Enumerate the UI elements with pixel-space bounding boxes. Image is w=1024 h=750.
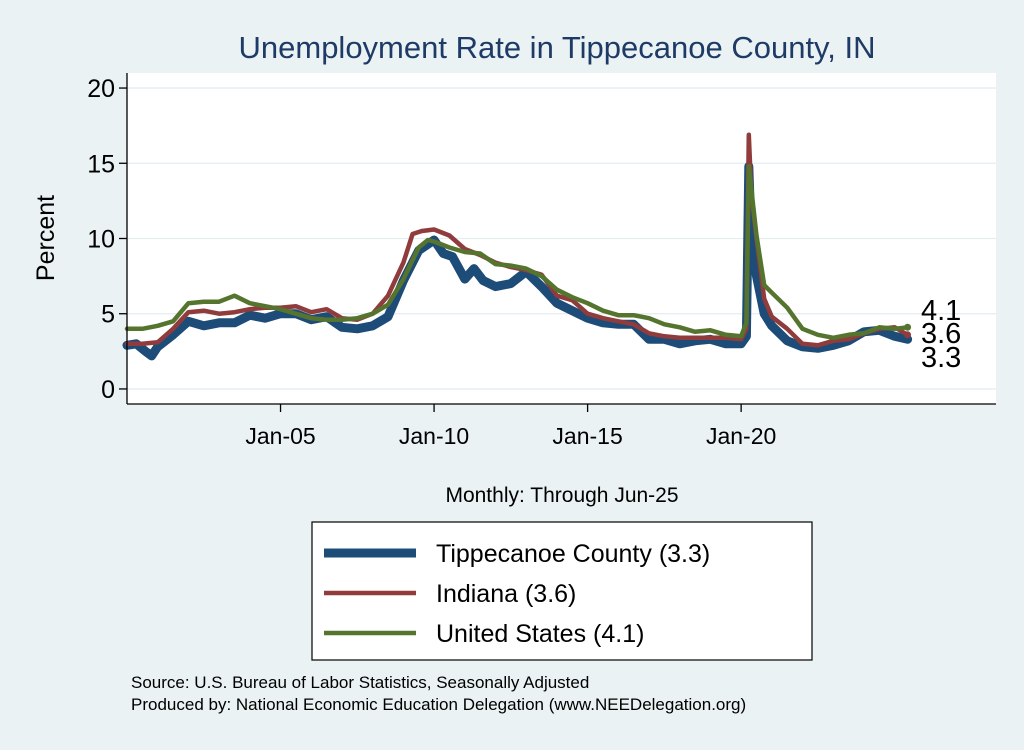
y-tick-label: 5 bbox=[101, 301, 115, 329]
end-label-united-states: 4.1 bbox=[921, 295, 961, 327]
y-tick-label: 20 bbox=[87, 75, 115, 103]
y-tick-label: 15 bbox=[87, 150, 115, 178]
legend: Tippecanoe County (3.3) Indiana (3.6) Unit… bbox=[311, 521, 813, 661]
y-tick-label: 10 bbox=[87, 226, 115, 254]
legend-label-united-states: United States (4.1) bbox=[436, 620, 644, 648]
x-axis-label: Monthly: Through Jun-25 bbox=[445, 484, 678, 507]
legend-label-indiana: Indiana (3.6) bbox=[436, 580, 576, 608]
end-labels: 4.13.63.3 bbox=[921, 295, 961, 374]
chart-title: Unemployment Rate in Tippecanoe County, … bbox=[239, 30, 876, 65]
series-line-tippecanoe-county bbox=[122, 161, 913, 361]
x-tick-label: Jan-05 bbox=[245, 423, 315, 449]
source-note: Source: U.S. Bureau of Labor Statistics,… bbox=[131, 673, 589, 692]
series-layer bbox=[122, 132, 913, 361]
series-end-marker-united-states bbox=[904, 323, 912, 331]
tick-labels: 0 5 10 15 20 Jan-05 Jan-10 Jan-15 Jan-20 bbox=[87, 75, 776, 449]
end-label-tippecanoe-county: 3.3 bbox=[921, 342, 961, 374]
series-line-united-states bbox=[124, 164, 910, 341]
x-tick-label: Jan-10 bbox=[399, 423, 469, 449]
producer-note: Produced by: National Economic Education… bbox=[131, 695, 746, 714]
x-tick-label: Jan-20 bbox=[706, 423, 776, 449]
end-label-indiana: 3.6 bbox=[921, 318, 961, 350]
y-tick-label: 0 bbox=[101, 376, 115, 404]
y-axis-label: Percent bbox=[32, 195, 60, 281]
x-tick-label: Jan-15 bbox=[552, 423, 622, 449]
series-end-marker-indiana bbox=[904, 331, 912, 339]
axes bbox=[119, 73, 996, 412]
legend-label-tippecanoe-county: Tippecanoe County (3.3) bbox=[436, 540, 710, 568]
